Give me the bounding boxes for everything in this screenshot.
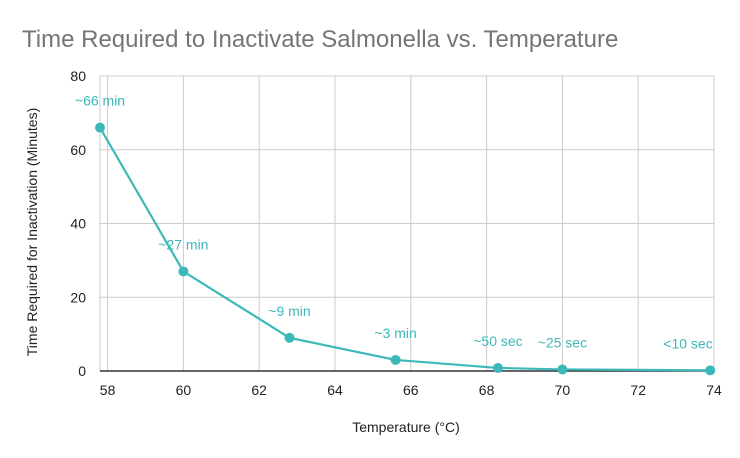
x-tick-label: 66	[403, 382, 419, 398]
x-tick-label: 58	[100, 382, 116, 398]
y-tick-label: 60	[70, 142, 86, 158]
grid	[99, 75, 715, 371]
y-tick-label: 20	[70, 289, 86, 305]
data-point	[178, 266, 189, 277]
y-tick-label: 0	[78, 363, 86, 379]
x-tick-label: 62	[251, 382, 267, 398]
chart-title: Time Required to Inactivate Salmonella v…	[22, 26, 618, 53]
data-label: ~3 min	[374, 325, 416, 341]
y-tick-label: 80	[70, 68, 86, 84]
x-tick-label: 60	[176, 382, 192, 398]
x-tick-label: 64	[327, 382, 343, 398]
x-axis-ticks: 58 60 62 64 66 68 70 72 74	[100, 382, 722, 398]
y-axis-ticks: 0 20 40 60 80	[70, 68, 86, 379]
data-label: ~9 min	[268, 303, 310, 319]
y-axis-label: Time Required for Inactivation (Minutes)	[24, 108, 40, 356]
y-tick-label: 40	[70, 216, 86, 232]
data-point	[557, 364, 568, 375]
series-inactivation-time: ~66 min ~27 min ~9 min ~3 min ~50 sec ~25 sec…	[75, 93, 716, 376]
data-point	[705, 365, 716, 376]
data-label: ~66 min	[75, 93, 125, 109]
data-point	[284, 332, 295, 343]
x-tick-label: 70	[555, 382, 571, 398]
data-point	[95, 122, 105, 133]
data-label: ~27 min	[158, 236, 208, 252]
data-label: ~50 sec	[473, 333, 522, 349]
data-point	[492, 362, 503, 373]
x-tick-label: 68	[479, 382, 495, 398]
data-point	[390, 354, 401, 365]
data-label: ~25 sec	[538, 334, 587, 350]
data-label: <10 sec	[663, 335, 712, 351]
x-axis-label: Temperature (°C)	[352, 419, 460, 435]
x-tick-label: 72	[630, 382, 646, 398]
x-tick-label: 74	[706, 382, 722, 398]
